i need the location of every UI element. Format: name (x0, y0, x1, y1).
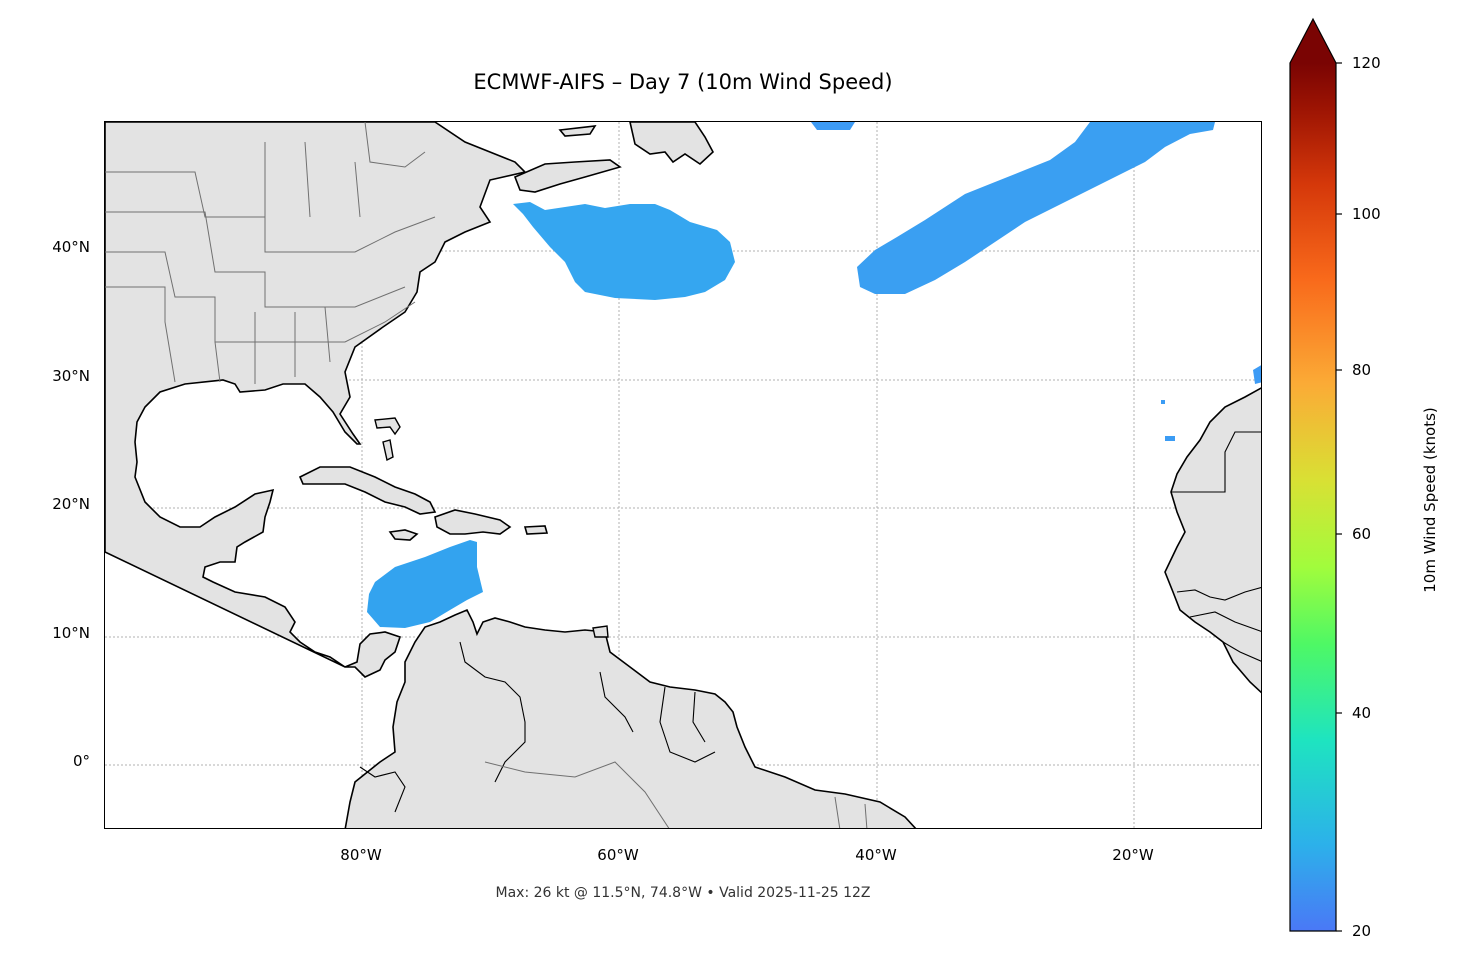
lon-label-60w: 60°W (597, 846, 639, 864)
lat-label-10n: 10°N (52, 624, 90, 642)
colorbar (1289, 17, 1342, 932)
land-pei (558, 125, 597, 137)
wind-patch-western-atlantic (513, 202, 735, 300)
wind-speed-field (367, 122, 1261, 628)
lat-label-30n: 30°N (52, 367, 90, 385)
lat-label-0: 0° (72, 752, 90, 770)
wind-patch-north (811, 122, 855, 130)
africa-borders (1171, 431, 1261, 662)
land-africa (1164, 387, 1261, 694)
land-puerto-rico (523, 525, 549, 535)
colorbar-tick-60: 60 (1352, 525, 1372, 543)
wind-patch-canary (1253, 365, 1261, 384)
wind-speck-2 (1165, 436, 1175, 441)
lat-label-20n: 20°N (52, 495, 90, 513)
land-hispaniola (434, 509, 512, 535)
land-north-america (105, 122, 527, 678)
wind-patch-caribbean (367, 540, 483, 628)
south-america-subborders (484, 761, 868, 828)
land-cuba (298, 466, 437, 515)
colorbar-gradient (1290, 63, 1336, 931)
lat-label-40n: 40°N (52, 238, 90, 256)
internal-borders (105, 122, 436, 384)
colorbar-tick-120: 120 (1352, 54, 1381, 72)
map-canvas (105, 122, 1261, 828)
colorbar-extend-max (1290, 19, 1336, 63)
colorbar-tick-20: 20 (1352, 922, 1372, 940)
land-newfoundland (629, 122, 714, 166)
colorbar-ticks (1336, 62, 1342, 932)
colorbar-tick-100: 100 (1352, 205, 1381, 223)
land-nova-scotia (513, 159, 622, 193)
land-jamaica (388, 529, 419, 541)
lon-label-80w: 80°W (340, 846, 382, 864)
max-wind-footer: Max: 26 kt @ 11.5°N, 74.8°W • Valid 2025… (495, 885, 871, 901)
land-bahamas (374, 417, 401, 462)
south-america-borders (359, 641, 716, 813)
lon-label-20w: 20°W (1112, 846, 1154, 864)
land-trinidad (592, 625, 609, 638)
land-south-america (344, 608, 917, 828)
colorbar-label: 10m Wind Speed (knots) (1421, 407, 1439, 593)
colorbar-tick-80: 80 (1352, 361, 1372, 379)
colorbar-outline (1289, 17, 1337, 932)
map-panel[interactable] (104, 121, 1262, 829)
colorbar-tick-40: 40 (1352, 704, 1372, 722)
wind-patch-central-atlantic (857, 122, 1215, 294)
lon-label-40w: 40°W (855, 846, 897, 864)
map-title: ECMWF-AIFS – Day 7 (10m Wind Speed) (473, 70, 893, 94)
wind-speck-1 (1161, 400, 1165, 404)
